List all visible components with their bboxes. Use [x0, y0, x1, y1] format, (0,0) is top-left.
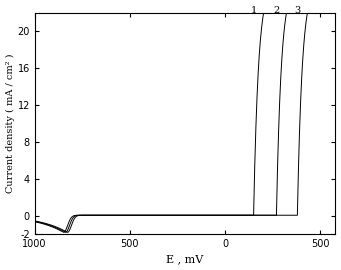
Text: 1: 1: [251, 6, 257, 15]
Text: 3: 3: [294, 6, 300, 15]
Y-axis label: Current density ( mA / cm² ): Current density ( mA / cm² ): [5, 54, 15, 193]
X-axis label: E , mV: E , mV: [166, 254, 204, 264]
Text: 2: 2: [273, 6, 280, 15]
